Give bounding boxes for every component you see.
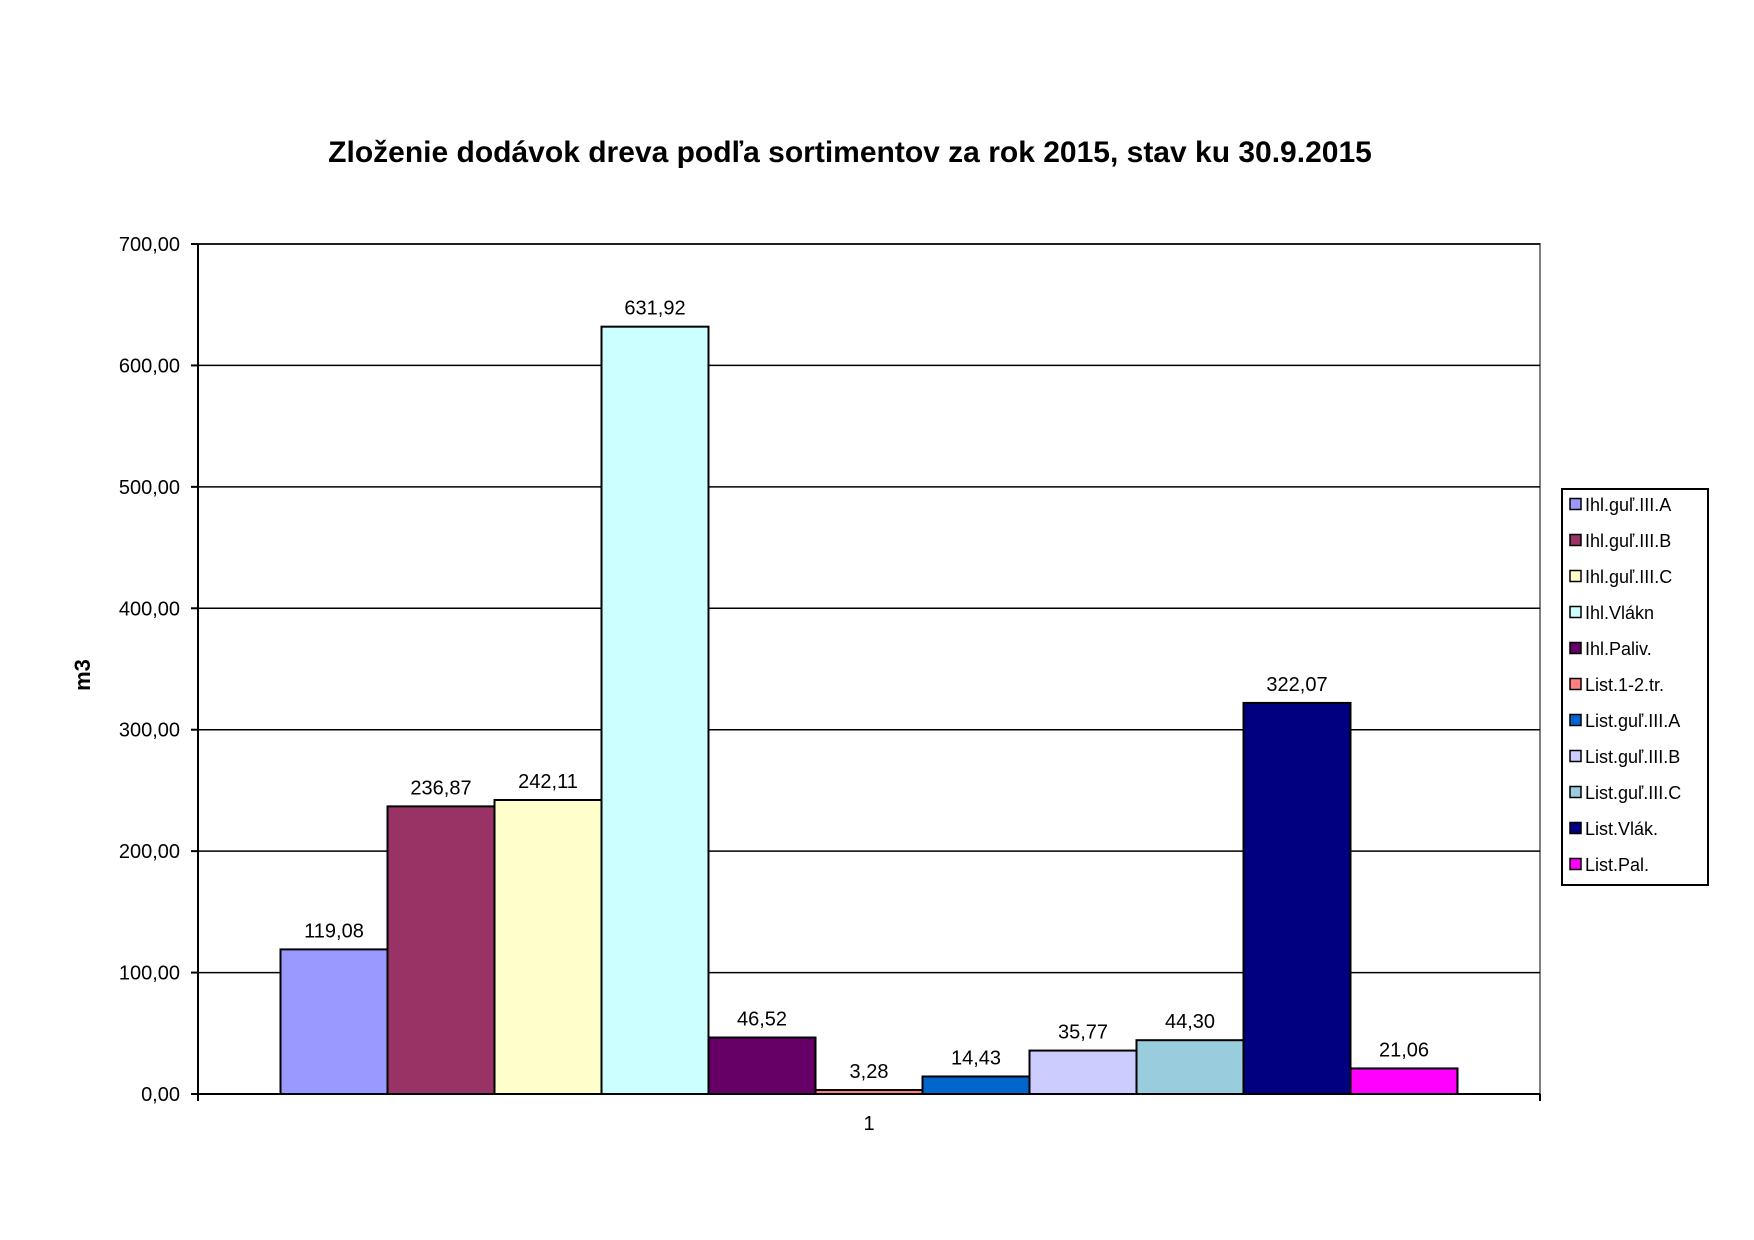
y-tick-label: 0,00 [141, 1084, 180, 1106]
data-label: 44,30 [1165, 1011, 1215, 1033]
bar [493, 799, 603, 1095]
legend-label: List.1-2.tr. [1585, 675, 1664, 695]
bar [921, 1075, 1031, 1096]
y-tick-label: 400,00 [119, 598, 180, 620]
legend-items: Ihl.guľ.III.A Ihl.guľ.III.B Ihl.guľ.III.C I… [1569, 495, 1681, 875]
x-tick-label: 1 [863, 1113, 874, 1135]
legend-label: List.guľ.III.B [1585, 747, 1680, 767]
y-axis-title: m3 [70, 659, 95, 691]
data-label: 322,07 [1266, 674, 1327, 696]
bar [1135, 1039, 1245, 1096]
y-axis-ticks: 0,00 100,00 200,00 300,00 400,00 500,00 600,00… [119, 234, 198, 1106]
data-label: 631,92 [624, 298, 685, 320]
legend-label: Ihl.Vlákn [1585, 603, 1654, 623]
legend-swatch [1569, 857, 1582, 871]
data-label: 35,77 [1058, 1022, 1108, 1044]
y-tick-label: 100,00 [119, 963, 180, 985]
data-label: 242,11 [518, 771, 578, 793]
legend-swatch [1569, 677, 1582, 691]
bar [1028, 1049, 1138, 1095]
data-label: 14,43 [951, 1047, 1001, 1069]
legend-swatch [1569, 605, 1582, 619]
data-labels: 119,08 236,87 242,11 631,92 46,52 3,28 14,43 35… [304, 298, 1429, 1083]
legend-label: Ihl.guľ.III.C [1585, 567, 1672, 587]
legend-swatch [1569, 497, 1582, 511]
legend-label: List.guľ.III.A [1585, 711, 1680, 731]
bar [1242, 701, 1352, 1095]
y-tick-label: 300,00 [119, 720, 180, 742]
bar [386, 805, 496, 1095]
y-tick-label: 700,00 [119, 234, 180, 256]
y-tick-label: 200,00 [119, 841, 180, 863]
legend-swatch [1569, 713, 1582, 727]
data-label: 3,28 [850, 1061, 889, 1083]
legend-label: Ihl.guľ.III.B [1585, 531, 1671, 551]
legend-swatch [1569, 785, 1582, 799]
legend-swatch [1569, 821, 1582, 835]
data-label: 46,52 [737, 1009, 787, 1031]
y-tick-label: 600,00 [119, 355, 180, 377]
bar [707, 1036, 817, 1096]
legend-label: Ihl.Paliv. [1585, 639, 1652, 659]
legend-swatch [1569, 749, 1582, 763]
data-label: 236,87 [410, 777, 471, 799]
legend-label: List.guľ.III.C [1585, 783, 1681, 803]
legend-swatch [1569, 533, 1582, 547]
legend-label: List.Vlák. [1585, 819, 1658, 839]
bars [279, 325, 1459, 1096]
data-label: 21,06 [1379, 1039, 1429, 1061]
chart-title: Zloženie dodávok dreva podľa sortimentov… [328, 136, 1372, 169]
legend: Ihl.guľ.III.A Ihl.guľ.III.B Ihl.guľ.III.C I… [1561, 488, 1709, 886]
data-label: 119,08 [304, 920, 364, 942]
bar [1349, 1067, 1459, 1095]
bar [600, 325, 710, 1095]
y-tick-label: 500,00 [119, 477, 180, 499]
legend-label: Ihl.guľ.III.A [1585, 495, 1671, 515]
legend-swatch [1569, 641, 1582, 655]
bar [279, 948, 389, 1095]
legend-label: List.Pal. [1585, 855, 1649, 875]
legend-box [1561, 488, 1709, 886]
plot-area: 119,08 236,87 242,11 631,92 46,52 3,28 14,43 35… [197, 243, 1541, 1101]
legend-swatch [1569, 569, 1582, 583]
